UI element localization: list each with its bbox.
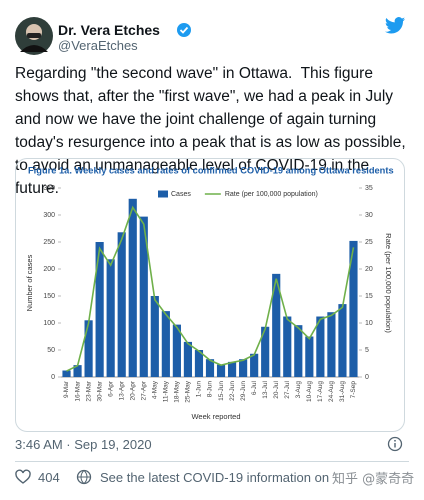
x-tick-label: 27-Apr [140,380,147,400]
bar [95,242,104,377]
x-tick-label: 24-Aug [328,381,335,402]
x-tick-label: 9-Mar [63,380,70,398]
x-tick-label: 15-Jun [218,381,225,401]
bar [272,273,281,377]
x-tick-label: 29-Jun [240,381,247,401]
x-tick-label: 16-Mar [74,380,81,401]
y-tick-label: 200 [43,266,55,273]
media-card[interactable]: Figure 1a. Weekly cases and rates of con… [15,158,405,432]
like-icon[interactable] [15,469,31,485]
info-icon[interactable] [387,436,403,452]
x-tick-label: 6-Jul [251,380,258,395]
bar [128,198,137,377]
author-name[interactable]: Dr. Vera Etches [58,22,160,38]
tweet-text: Regarding "the second wave" in Ottawa. T… [15,65,410,197]
x-tick-label: 20-Apr [129,380,136,400]
bar [139,216,148,377]
bar [62,370,71,377]
bar [106,259,115,377]
x-tick-label: 25-May [185,380,192,402]
author-handle[interactable]: @VeraEtches [58,38,138,53]
bar [349,240,358,377]
y-axis-label: Number of cases [25,254,34,311]
bar [338,304,347,377]
y2-tick-label: 30 [365,212,373,219]
timestamp[interactable]: 3:46 AM · Sep 19, 2020 [15,437,152,452]
x-tick-label: 27-Jul [284,380,291,398]
y-tick-label: 50 [47,347,55,354]
y2-tick-label: 10 [365,320,373,327]
x-tick-label: 13-Apr [118,380,125,400]
x-tick-label: 7-Sep [350,381,357,399]
verified-badge [177,23,191,37]
bar [172,324,181,377]
x-tick-label: 4-May [152,380,159,399]
bar [73,365,82,377]
line [66,205,355,372]
x-tick-label: 23-Mar [85,380,92,401]
y-tick-label: 350 [43,185,55,192]
x-tick-label: 20-Jul [273,380,280,398]
x-tick-label: 30-Mar [96,380,103,401]
y-tick-label: 100 [43,320,55,327]
x-axis-label: Week reported [191,412,240,421]
y2-tick-label: 0 [365,374,369,381]
chart: Figure 1a. Weekly cases and rates of con… [25,165,394,421]
y-tick-label: 150 [43,293,55,300]
bar [183,341,193,377]
bar [117,232,126,377]
separator [15,461,409,462]
y-tick-label: 0 [51,374,55,381]
bar [205,359,215,377]
bar [250,353,259,377]
covid-info-link[interactable]: See the latest COVID-19 information on T… [100,470,340,485]
x-tick-label: 18-May [174,380,181,402]
twitter-logo[interactable] [384,16,406,36]
bar [239,359,248,377]
like-count: 404 [38,470,60,485]
legend-label: Rate (per 100,000 population) [225,191,318,198]
y-tick-label: 300 [43,212,55,219]
bar [84,320,93,377]
y2-axis-label: Rate (per 100,000 population) [384,233,393,333]
x-tick-label: 31-Aug [339,381,346,402]
x-tick-label: 11-May [163,380,170,402]
y2-tick-label: 5 [365,347,369,354]
bar [316,316,325,377]
y-tick-label: 250 [43,239,55,246]
x-tick-label: 1-Jun [196,381,203,398]
x-tick-label: 10-Aug [306,381,313,402]
x-tick-label: 6-Apr [107,380,114,397]
x-tick-label: 13-Jul [262,380,269,398]
bar [327,312,336,377]
x-tick-label: 17-Aug [317,381,324,402]
bar [194,350,204,377]
y2-tick-label: 35 [365,185,373,192]
watermark: 知乎 @蒙奇奇 [332,468,415,487]
bar [227,361,237,377]
bar [261,326,270,377]
x-tick-label: 3-Aug [295,381,302,399]
info-link-icon[interactable] [76,469,92,485]
y2-tick-label: 15 [365,293,373,300]
bar [161,311,170,377]
bar [294,325,303,377]
legend-label: Cases [171,191,191,198]
y2-tick-label: 20 [365,266,373,273]
y2-tick-label: 25 [365,239,373,246]
x-tick-label: 8-Jun [207,381,214,398]
bar [150,296,159,377]
avatar[interactable] [14,16,54,56]
x-tick-label: 22-Jun [229,381,236,401]
bar [305,336,314,377]
legend-swatch [158,190,168,198]
bar [283,316,292,377]
bar [216,364,226,377]
chart-title: Figure 1a. Weekly cases and rates of con… [28,165,394,175]
